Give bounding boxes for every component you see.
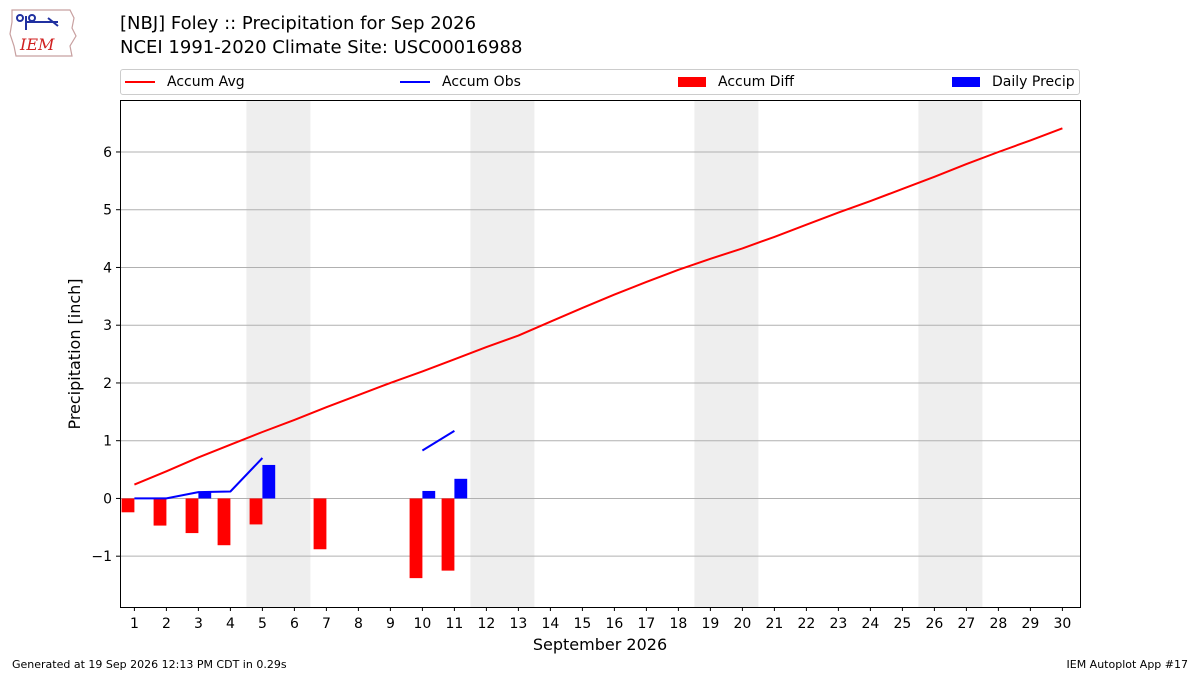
footer-app-text: IEM Autoplot App #17 [1066,658,1189,671]
x-tick-label: 24 [861,616,879,632]
x-tick-label: 17 [637,616,655,632]
bars-layer [121,464,468,579]
accum-obs-line [421,430,455,452]
x-tick-label: 1 [130,616,139,632]
x-tick-label: 5 [258,616,267,632]
legend-item-accum-diff: Accum Diff [678,70,794,94]
x-tick-label: 18 [669,616,687,632]
weekend-band [918,100,983,607]
accum-diff-bar [409,498,423,579]
accum-diff-bar [153,498,167,526]
chart-title-block: [NBJ] Foley :: Precipitation for Sep 202… [120,12,522,60]
daily-precip-bar [422,490,436,499]
weekend-band [246,100,311,607]
x-tick-label: 3 [194,616,203,632]
plot-frame [120,100,1081,608]
accum-diff-bar [185,498,199,534]
legend-swatch-accum-avg [125,81,155,83]
iem-logo: IEM [9,9,77,57]
weather-station-icon [16,14,59,30]
x-tick-label: 11 [445,616,463,632]
y-tick-label: 4 [103,260,112,276]
x-tick-label: 27 [957,616,975,632]
lines-layer [134,127,1063,500]
x-tick-label: 12 [477,616,495,632]
x-tick-label: 9 [386,616,395,632]
x-tick-label: 10 [413,616,431,632]
y-axis-label: Precipitation [inch] [65,278,84,429]
legend-label-accum-diff: Accum Diff [718,74,795,90]
x-tick-label: 30 [1053,616,1071,632]
x-tick-label: 4 [226,616,235,632]
y-tick-label: 6 [103,145,112,161]
accum-diff-bar [121,498,135,513]
x-tick-label: 26 [925,616,943,632]
y-tick-label: 3 [103,318,112,334]
x-tick-label: 22 [797,616,815,632]
weekend-shading-layer [246,100,983,607]
daily-precip-bar [454,478,468,499]
y-tick-label: 5 [103,203,112,219]
x-tick-label: 19 [701,616,719,632]
x-tick-label: 29 [1021,616,1039,632]
x-tick-label: 15 [573,616,591,632]
x-tick-label: 14 [541,616,559,632]
x-axis-ticks: 1 2 3 4 5 6 7 8 9 10 11 12 13 14 15 16 17 18 19 20 21 22 23 24 2… [130,607,1071,632]
y-axis-ticks: −1 0 1 2 3 4 5 6 [91,145,120,565]
legend-label-daily-precip: Daily Precip [992,74,1075,90]
y-tick-label: 2 [103,376,112,392]
x-tick-label: 7 [322,616,331,632]
legend-item-accum-obs: Accum Obs [400,70,521,94]
weekend-band [694,100,759,607]
x-tick-label: 28 [989,616,1007,632]
chart-legend: Accum Avg Accum Obs Accum Diff Daily Pre… [120,69,1080,95]
accum-diff-bar [313,498,327,550]
legend-swatch-daily-precip [952,77,980,87]
accum-diff-bar [217,498,231,546]
x-tick-label: 2 [162,616,171,632]
legend-label-accum-obs: Accum Obs [442,74,521,90]
logo-text: IEM [19,35,55,54]
accum-diff-bar [249,498,263,525]
iowa-outline-shape [9,9,77,57]
x-tick-label: 13 [509,616,527,632]
accum-obs-line [134,457,264,500]
daily-precip-bar [198,492,212,499]
weekend-band [470,100,535,607]
x-tick-label: 20 [733,616,751,632]
accum-diff-bar [441,498,455,571]
chart-title: [NBJ] Foley :: Precipitation for Sep 202… [120,13,477,34]
legend-swatch-accum-obs [400,81,430,83]
y-tick-label: 0 [103,491,112,507]
legend-swatch-accum-diff [678,77,706,87]
chart-subtitle: NCEI 1991-2020 Climate Site: USC00016988 [120,37,523,58]
footer-generated-text: Generated at 19 Sep 2026 12:13 PM CDT in… [12,658,287,671]
x-axis-label: September 2026 [533,635,667,654]
legend-item-accum-avg: Accum Avg [125,70,245,94]
y-tick-label: −1 [91,549,112,565]
y-tick-label: 1 [103,434,112,450]
x-tick-label: 16 [605,616,623,632]
x-tick-label: 25 [893,616,911,632]
legend-label-accum-avg: Accum Avg [167,74,245,90]
x-tick-label: 8 [354,616,363,632]
legend-item-daily-precip: Daily Precip [952,70,1075,94]
x-tick-label: 23 [829,616,847,632]
x-tick-label: 21 [765,616,783,632]
grid-layer [120,151,1080,557]
accum-avg-line [134,127,1063,486]
daily-precip-bar [262,464,276,499]
x-tick-label: 6 [290,616,299,632]
